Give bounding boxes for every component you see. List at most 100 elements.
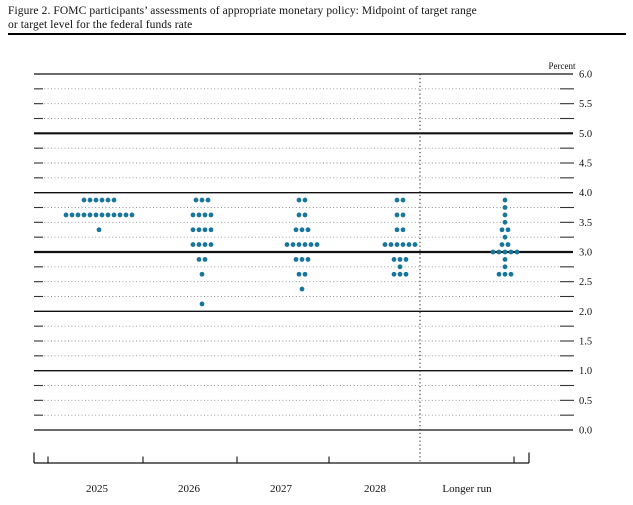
fomc-dot [196, 212, 202, 218]
category-label: 2026 [178, 483, 201, 495]
fomc-dot [63, 212, 69, 218]
fomc-dot [81, 197, 87, 203]
fomc-dot [196, 257, 202, 262]
y-tick-label: 5.0 [579, 129, 592, 140]
fomc-dot [99, 212, 105, 218]
fomc-dot [299, 286, 305, 292]
y-tick-label: 3.0 [579, 248, 592, 259]
fomc-dot [508, 271, 514, 277]
fomc-dot [196, 242, 202, 247]
dot-column [63, 197, 135, 233]
y-tick-label: 0.0 [579, 426, 592, 437]
y-tick-label: 3.5 [579, 218, 592, 229]
fomc-dot [382, 242, 388, 247]
fomc-dot [284, 242, 290, 247]
fomc-dot [293, 257, 299, 262]
fomc-dot [403, 271, 409, 277]
y-tick-label: 0.5 [579, 396, 592, 407]
fomc-dot [394, 227, 400, 233]
fomc-dot [87, 212, 93, 218]
fomc-dot [105, 197, 111, 203]
fomc-dot [199, 197, 205, 203]
fomc-dot [202, 242, 208, 247]
fomc-dot [388, 242, 394, 247]
fomc-dot [93, 197, 99, 203]
category-label: 2027 [270, 483, 293, 495]
dot-column [284, 197, 320, 292]
fomc-dot [502, 264, 508, 270]
fomc-dot [406, 242, 412, 247]
fomc-dot [496, 249, 502, 255]
fomc-dot [397, 271, 403, 277]
fomc-dot [308, 242, 314, 247]
fomc-dot [69, 212, 75, 218]
fomc-dot [190, 242, 196, 247]
fomc-dot [296, 212, 302, 218]
fomc-dot [394, 197, 400, 203]
fomc-dot [302, 212, 308, 218]
fomc-dot [193, 197, 199, 203]
fomc-dot [123, 212, 129, 218]
fomc-dot [296, 271, 302, 277]
fomc-dot [202, 257, 208, 262]
fomc-dot [499, 227, 505, 233]
fomc-dot [96, 227, 102, 233]
fomc-dot [202, 212, 208, 218]
fomc-dot [397, 257, 403, 262]
fomc-dot [400, 227, 406, 233]
fomc-dot [305, 257, 311, 262]
fomc-dot [302, 197, 308, 203]
dot-column [490, 197, 520, 277]
y-tick-label: 1.0 [579, 366, 592, 377]
fomc-dot [502, 205, 508, 210]
fomc-dot [111, 212, 117, 218]
fomc-dot [190, 212, 196, 218]
fomc-dot [299, 257, 305, 262]
fomc-dot [75, 212, 81, 218]
y-axis-labels: 6.0 5.5 5.0 4.5 4.0 3.5 3.0 2.5 2.0 1.5 1.0 0.5 0.0 P… [549, 61, 593, 436]
dot-column [382, 197, 418, 277]
fomc-dot [394, 212, 400, 218]
y-tick-label: 4.0 [579, 188, 592, 199]
fomc-dot [117, 212, 123, 218]
fomc-dot [400, 242, 406, 247]
figure-title-line1: Figure 2. FOMC participants’ assessments… [8, 5, 477, 17]
figure-title: Figure 2. FOMC participants’ assessments… [8, 4, 628, 32]
fomc-dot [290, 242, 296, 247]
fomc-dot [403, 257, 409, 262]
fomc-dot [502, 271, 508, 277]
fomc-dot [397, 264, 403, 270]
y-tick-label: 4.5 [579, 159, 592, 170]
fomc-dot [87, 197, 93, 203]
fomc-dot [105, 212, 111, 218]
fomc-dot [391, 271, 397, 277]
fomc-dot [99, 197, 105, 203]
fomc-dot [199, 301, 205, 307]
fomc-dot [299, 227, 305, 233]
axis-tick-stubs [34, 88, 574, 416]
fomc-dot [514, 249, 520, 255]
fomc-dot [508, 249, 514, 255]
y-gridlines [34, 73, 573, 431]
y-tick-label: 6.0 [579, 70, 592, 81]
y-tick-label: 1.5 [579, 337, 592, 348]
fomc-dot [502, 197, 508, 203]
category-label: 2025 [86, 483, 109, 495]
fomc-dot [502, 234, 508, 240]
y-axis-unit-label: Percent [549, 61, 576, 71]
fomc-dot [296, 242, 302, 247]
y-tick-label: 2.0 [579, 307, 592, 318]
fomc-dot [81, 212, 87, 218]
fomc-dot [129, 212, 135, 218]
fomc-dot [391, 257, 397, 262]
category-label: 2028 [364, 483, 387, 495]
fomc-dot [490, 249, 496, 255]
y-tick-label: 5.5 [579, 99, 592, 110]
dot-columns [63, 197, 520, 307]
fomc-dot [499, 242, 505, 247]
fomc-dot [296, 197, 302, 203]
fomc-dot [208, 212, 214, 218]
title-rule [8, 33, 626, 35]
fomc-dot [412, 242, 418, 247]
fomc-dot [199, 271, 205, 277]
